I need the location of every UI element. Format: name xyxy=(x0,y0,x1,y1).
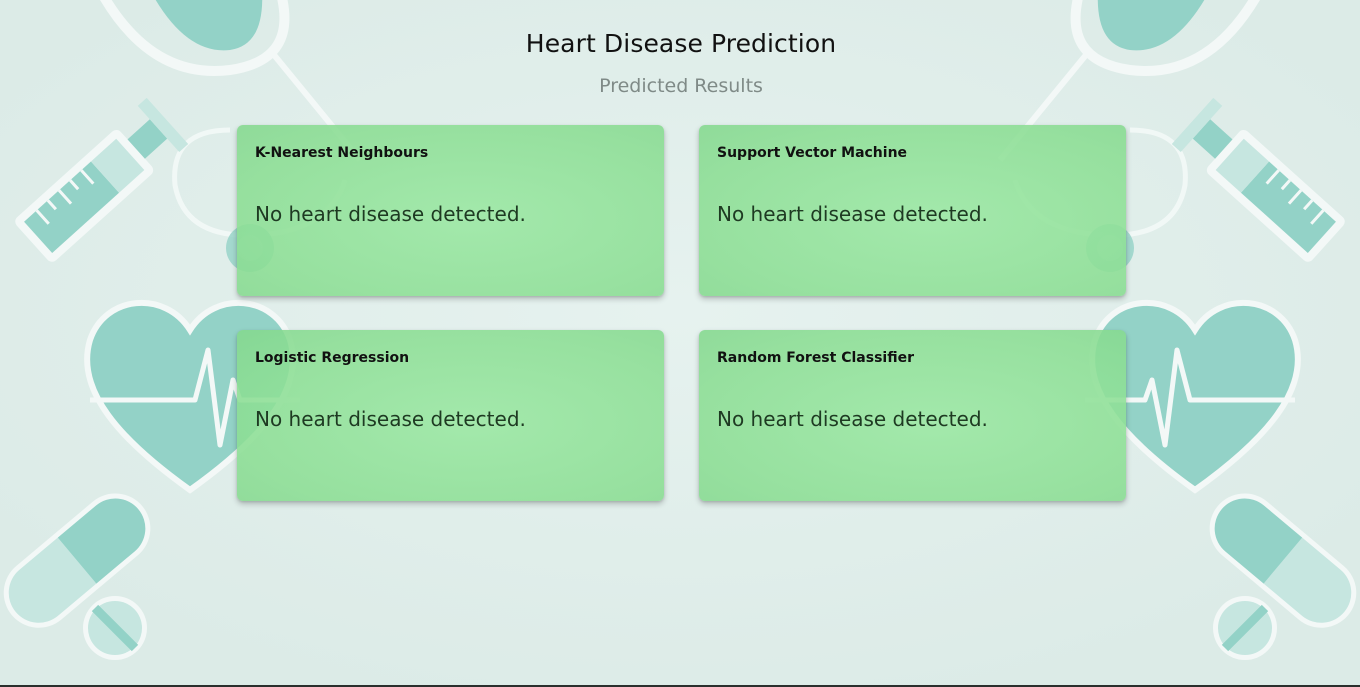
page-subtitle: Predicted Results xyxy=(599,75,763,97)
card-model-name: K-Nearest Neighbours xyxy=(255,145,429,161)
card-result-text: No heart disease detected. xyxy=(717,202,988,226)
result-card-random-forest: Random Forest Classifier No heart diseas… xyxy=(699,330,1126,501)
result-card-logistic-regression: Logistic Regression No heart disease det… xyxy=(237,330,664,501)
card-result-text: No heart disease detected. xyxy=(255,407,526,431)
card-result-text: No heart disease detected. xyxy=(255,202,526,226)
page-title: Heart Disease Prediction xyxy=(525,29,837,58)
card-model-name: Support Vector Machine xyxy=(717,145,908,161)
card-result-text: No heart disease detected. xyxy=(717,407,988,431)
card-model-name: Random Forest Classifier xyxy=(717,350,914,366)
result-card-svm: Support Vector Machine No heart disease … xyxy=(699,125,1126,296)
window-bottom-edge xyxy=(0,685,1360,687)
result-card-knn: K-Nearest Neighbours No heart disease de… xyxy=(237,125,664,296)
card-model-name: Logistic Regression xyxy=(255,350,410,366)
